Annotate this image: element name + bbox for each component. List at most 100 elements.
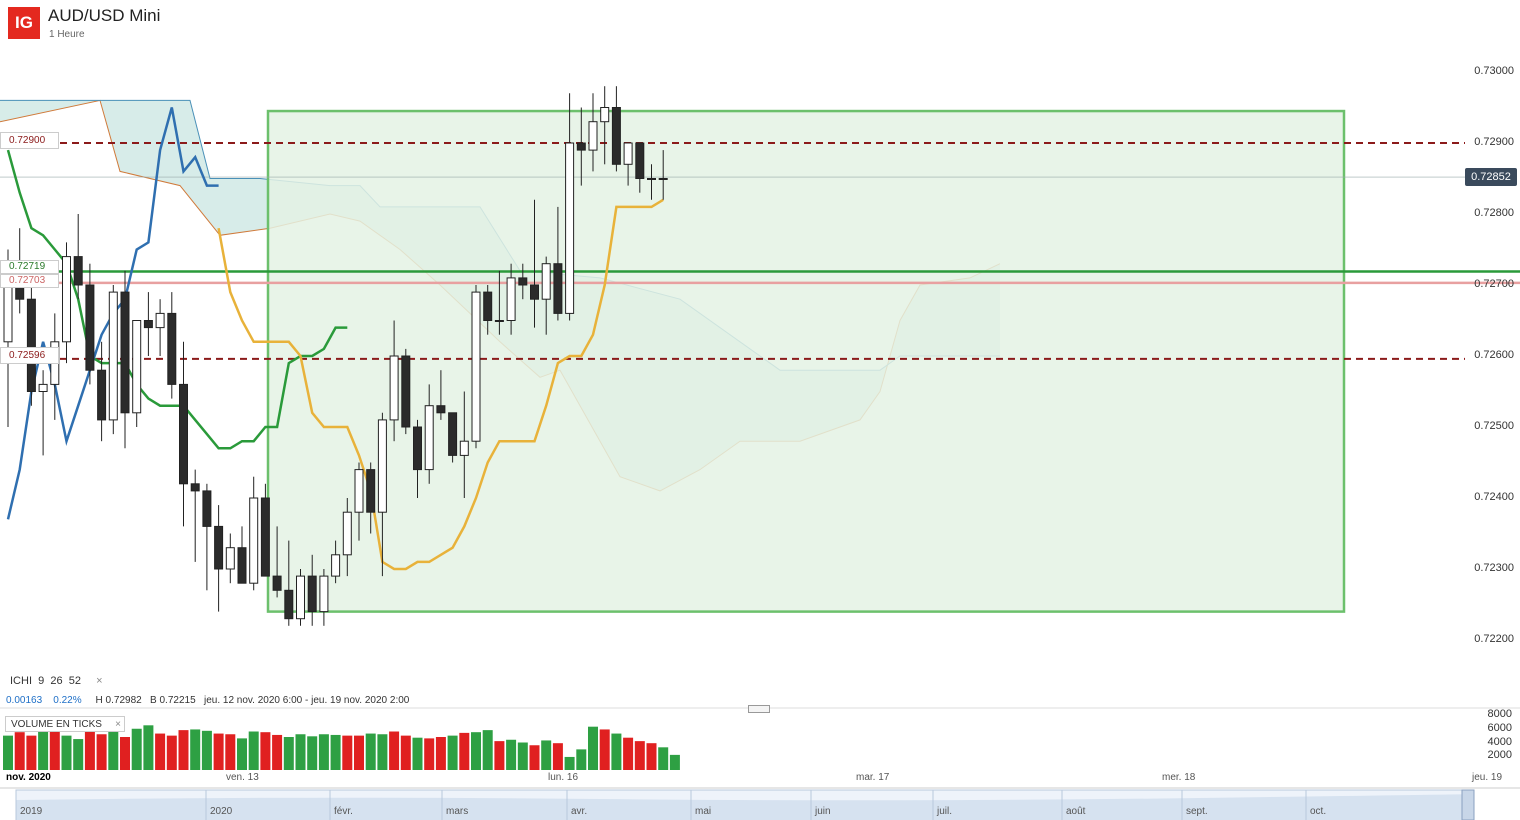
candle-up [389,355,399,421]
volume-bar [400,735,411,770]
candle-up [494,320,504,322]
candle-up [331,554,341,577]
time-tick-label: lun. 16 [548,772,579,783]
candle-up [623,142,633,165]
indicator-label[interactable]: ICHI 9 26 52 × [10,675,103,687]
volume-bar [190,729,201,770]
volume-bar [634,741,645,770]
candle-down [167,312,177,385]
ig-logo[interactable]: IG [8,7,40,39]
date-range: jeu. 12 nov. 2020 6:00 - jeu. 19 nov. 20… [204,695,410,706]
navigator-tick-label: 2019 [20,806,43,817]
navigator-tick-label: sept. [1186,806,1208,817]
volume-bar [611,733,622,770]
volume-bar [330,734,341,770]
volume-bar [623,737,634,770]
volume-bar [49,730,60,770]
candle-down [530,284,539,300]
level-tag-green[interactable]: 0.72719 [0,260,59,274]
volume-bar [272,734,283,770]
volume-bar [471,732,481,770]
candle-up [658,178,668,180]
candle-down [143,320,153,329]
candle-down [307,575,317,613]
level-tag-red[interactable]: 0.72703 [0,274,59,288]
indicator-param-1: 9 [38,675,45,687]
timeframe-label[interactable]: 1 Heure [49,29,85,40]
volume-bar [459,732,470,770]
volume-bar [155,733,166,770]
volume-bar [143,725,154,770]
level-tag-upper[interactable]: 0.72900 [0,132,59,149]
navigator-tick-label: févr. [334,806,353,817]
volume-bar [96,734,107,770]
candle-up [132,320,142,414]
navigator-tick-label: 2020 [210,806,233,817]
current-price-tag: 0.72852 [1465,168,1517,186]
candle-up [424,405,434,471]
candle-up [600,107,610,123]
candle-up [296,575,305,620]
indicator-close-icon[interactable]: × [96,675,103,687]
volume-bar [225,734,236,770]
volume-bar [669,754,680,770]
volume-bar [658,747,669,770]
candle-down [401,355,411,428]
candle-up [377,419,387,513]
volume-label-text: VOLUME EN TICKS [11,719,102,730]
volume-bar [108,729,119,770]
pane-resize-handle[interactable] [748,705,770,713]
price-tick-label: 0.72800 [1474,207,1514,219]
volume-bar [564,756,575,770]
volume-bar [365,733,376,770]
price-tick-label: 0.72200 [1474,633,1514,645]
volume-bar [283,737,294,770]
volume-bar [38,727,49,770]
volume-bar [506,739,517,770]
high-value: H 0.72982 [95,695,142,706]
time-tick-label: jeu. 19 [1472,772,1503,783]
candle-up [225,547,235,570]
candle-down [272,575,282,591]
volume-bar [588,726,598,770]
volume-bar [3,735,13,770]
navigator-tick-label: juil. [937,806,953,817]
candle-down [85,284,95,371]
tenkan-sen-line [217,198,664,571]
candle-up [459,440,469,456]
candle-down [237,547,247,584]
volume-bar [248,731,259,770]
candle-up [471,291,481,442]
change-value: 0.00163 [6,695,43,706]
indicator-param-3: 52 [68,675,81,687]
candle-up [249,497,259,584]
volume-close-icon[interactable]: × [115,719,121,730]
price-tick-label: 0.72400 [1474,491,1514,503]
instrument-title: AUD/USD Mini [48,6,161,25]
volume-bar [26,735,37,770]
candle-down [202,490,212,527]
volume-panel-label: VOLUME EN TICKS × [5,716,125,732]
candle-down [120,291,130,414]
volume-bar [494,741,505,770]
price-tick-label: 0.72300 [1474,562,1514,574]
candle-down [284,589,294,620]
level-tag-lower[interactable]: 0.72596 [0,347,59,364]
volume-bar [541,740,552,770]
navigator-series [16,794,1473,820]
candle-down [97,369,107,421]
candle-up [506,277,516,321]
time-tick-label: ven. 13 [226,772,259,783]
volume-bar [424,738,435,770]
volume-bar [599,729,610,770]
volume-bar [447,735,458,770]
candle-up [647,178,656,180]
low-value: B 0.72215 [150,695,196,706]
candle-down [518,277,528,286]
navigator-tick-label: juin [815,806,831,817]
candle-down [179,383,188,485]
volume-bar [482,730,493,770]
stats-bar: 0.00163 0.22% H 0.72982 B 0.72215 jeu. 1… [6,695,409,706]
candle-down [611,107,621,165]
